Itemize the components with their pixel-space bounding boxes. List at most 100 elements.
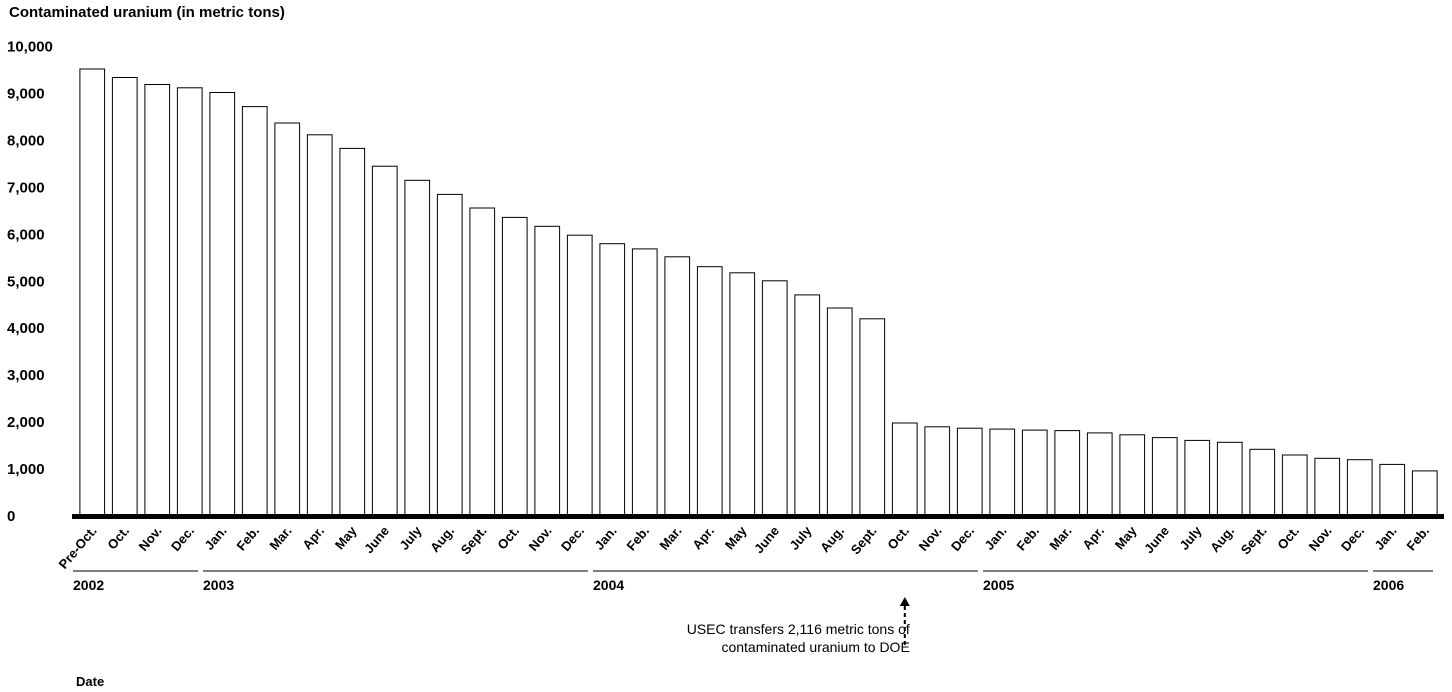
bar [534, 225, 561, 517]
year-group-label: 2005 [983, 577, 1014, 593]
bar [241, 106, 268, 517]
bar [631, 248, 658, 517]
bar [111, 77, 138, 517]
x-tick-label: Mar. [266, 523, 294, 553]
year-group-label: 2002 [73, 577, 104, 593]
bars [79, 68, 1438, 517]
x-tick-label: Pre-Oct. [56, 523, 100, 571]
x-tick-label: Mar. [656, 523, 684, 553]
x-tick-label: Oct. [1274, 523, 1302, 552]
bar [371, 165, 398, 517]
bar [1021, 429, 1048, 517]
bar [664, 256, 691, 517]
y-axis-title: Contaminated uranium (in metric tons) [9, 4, 285, 21]
annotation-text-line-1: USEC transfers 2,116 metric tons of [687, 621, 910, 637]
y-tick-label: 0 [7, 508, 15, 525]
bar [1216, 441, 1243, 517]
bar [1184, 439, 1211, 517]
x-tick-label: Aug. [427, 523, 457, 555]
bar [1249, 448, 1276, 517]
x-tick-label: June [751, 523, 782, 556]
bar [1281, 454, 1308, 517]
x-tick-label: June [1141, 523, 1172, 556]
x-tick-label: Aug. [1207, 523, 1237, 555]
bar [79, 68, 106, 517]
bar [761, 280, 788, 517]
year-group-label: 2004 [593, 577, 624, 593]
x-tick-label: Apr. [299, 523, 327, 552]
x-tick-label: Apr. [689, 523, 717, 552]
annotation: USEC transfers 2,116 metric tons of cont… [687, 597, 910, 655]
bar [176, 87, 203, 517]
bar [501, 216, 528, 517]
x-tick-label: Feb. [623, 523, 652, 553]
x-tick-label: Nov. [136, 523, 165, 553]
bar [1119, 434, 1146, 517]
x-tick-label: Nov. [526, 523, 555, 553]
bar [469, 207, 496, 517]
y-tick-label: 1,000 [7, 461, 45, 478]
y-tick-label: 5,000 [7, 273, 45, 290]
bar [436, 193, 463, 517]
y-tick-label: 9,000 [7, 85, 45, 102]
bar [274, 122, 301, 517]
year-group-label: 2003 [203, 577, 234, 593]
bar [1411, 470, 1438, 517]
bar [826, 307, 853, 517]
bar [1086, 432, 1113, 517]
year-group-label: 2006 [1373, 577, 1404, 593]
x-tick-label: Dec. [948, 523, 977, 554]
x-tick-label: Feb. [1013, 523, 1042, 553]
y-axis-ticks: 0 1,000 2,000 3,000 4,000 5,000 6,000 7,000 8,00… [7, 39, 53, 526]
bar [794, 294, 821, 517]
bar [891, 422, 918, 517]
bar [339, 147, 366, 517]
bar [1379, 463, 1406, 517]
bar [404, 179, 431, 517]
x-tick-label: Mar. [1046, 523, 1074, 553]
x-tick-label: July [396, 523, 425, 553]
x-tick-label: Sept. [458, 523, 490, 557]
bar [696, 266, 723, 517]
y-tick-label: 7,000 [7, 179, 45, 196]
x-tick-label: Oct. [884, 523, 912, 552]
x-tick-label: Oct. [494, 523, 522, 552]
annotation-text-line-2: contaminated uranium to DOE [721, 639, 909, 655]
x-tick-label: June [361, 523, 392, 556]
bar [1054, 430, 1081, 517]
bar [1346, 459, 1373, 517]
bar [209, 92, 236, 517]
x-tick-label: Sept. [1238, 523, 1270, 557]
bar [1314, 457, 1341, 517]
x-tick-label: Oct. [104, 523, 132, 552]
x-tick-label: Dec. [1338, 523, 1367, 554]
bar [599, 243, 626, 517]
x-tick-label: Dec. [168, 523, 197, 554]
x-tick-label: July [1176, 523, 1205, 553]
x-tick-label: Jan. [591, 523, 619, 553]
bar [729, 272, 756, 517]
bar [306, 134, 333, 517]
annotation-arrow-head [899, 597, 910, 606]
bar [859, 318, 886, 517]
x-tick-label: Sept. [848, 523, 880, 557]
x-axis-year-groups: 2002 2003 2004 2005 2006 [73, 570, 1433, 593]
x-axis-title: Date [76, 674, 104, 689]
bar [989, 428, 1016, 517]
bar [924, 426, 951, 517]
x-axis-category-labels: Pre-Oct. Oct. Nov. Dec. Jan. Feb. Mar. Apr. May J… [56, 523, 1433, 572]
x-tick-label: Jan. [981, 523, 1009, 553]
x-tick-label: Aug. [817, 523, 847, 555]
y-tick-label: 3,000 [7, 367, 45, 384]
bar [144, 84, 171, 517]
x-tick-label: May [1112, 523, 1140, 553]
y-tick-label: 2,000 [7, 414, 45, 431]
x-tick-label: Jan. [1371, 523, 1399, 553]
x-tick-label: May [722, 523, 750, 553]
x-tick-label: Nov. [916, 523, 945, 553]
x-tick-label: Nov. [1306, 523, 1335, 553]
x-tick-label: Jan. [201, 523, 229, 553]
x-tick-label: Feb. [1403, 523, 1432, 553]
y-tick-label: 6,000 [7, 226, 45, 243]
